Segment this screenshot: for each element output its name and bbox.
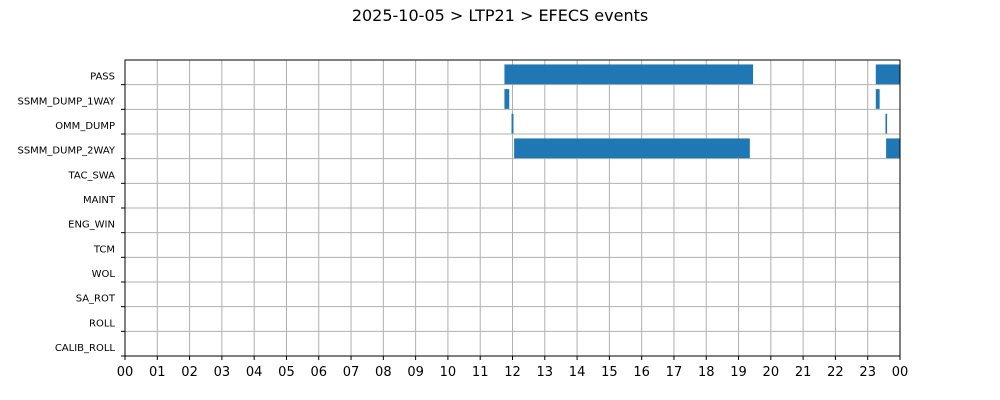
x-tick-label: 16 bbox=[633, 365, 650, 380]
event-bar bbox=[875, 64, 900, 85]
x-tick-label: 08 bbox=[375, 365, 392, 380]
event-bar bbox=[514, 138, 750, 159]
x-tick-label: 00 bbox=[892, 365, 909, 380]
x-tick-label: 18 bbox=[698, 365, 715, 380]
y-tick-label: ENG_WIN bbox=[68, 220, 115, 231]
y-tick-label: MAINT bbox=[83, 195, 116, 206]
x-tick-label: 23 bbox=[859, 365, 876, 380]
y-tick-label: SSMM_DUMP_2WAY bbox=[17, 146, 115, 157]
y-tick-label: WOL bbox=[92, 269, 116, 280]
x-axis: 00 01 02 03 04 05 06 07 08 09 10 11 12 13 14 15 16 17 18 19… bbox=[117, 356, 909, 380]
x-tick-label: 05 bbox=[278, 365, 295, 380]
y-tick-label: ROLL bbox=[89, 318, 115, 329]
x-tick-label: 20 bbox=[763, 365, 780, 380]
y-tick-label: CALIB_ROLL bbox=[55, 343, 116, 354]
event-bar bbox=[504, 64, 754, 85]
y-tick-label: TAC_SWA bbox=[67, 170, 115, 181]
x-tick-label: 07 bbox=[343, 365, 360, 380]
x-tick-label: 10 bbox=[440, 365, 457, 380]
x-tick-label: 09 bbox=[407, 365, 424, 380]
x-tick-label: 17 bbox=[666, 365, 683, 380]
x-tick-label: 06 bbox=[310, 365, 327, 380]
x-tick-label: 00 bbox=[117, 365, 134, 380]
x-tick-label: 12 bbox=[504, 365, 521, 380]
event-bar bbox=[885, 113, 888, 134]
y-tick-label: SSMM_DUMP_1WAY bbox=[17, 96, 115, 107]
event-bar bbox=[875, 89, 880, 109]
x-tick-label: 11 bbox=[472, 365, 489, 380]
x-tick-label: 01 bbox=[149, 365, 166, 380]
x-tick-label: 21 bbox=[795, 365, 812, 380]
x-tick-label: 15 bbox=[601, 365, 618, 380]
event-bar bbox=[886, 138, 900, 159]
x-tick-label: 13 bbox=[537, 365, 554, 380]
y-tick-label: SA_ROT bbox=[76, 294, 116, 305]
y-tick-label: OMM_DUMP bbox=[55, 121, 115, 132]
x-tick-label: 02 bbox=[181, 365, 198, 380]
y-tick-label: TCM bbox=[93, 244, 115, 255]
y-tick-label: PASS bbox=[90, 72, 115, 83]
x-tick-label: 03 bbox=[214, 365, 231, 380]
y-axis: PASS SSMM_DUMP_1WAY OMM_DUMP SSMM_DUMP_2WAY… bbox=[17, 72, 125, 357]
event-bar bbox=[504, 89, 510, 109]
x-tick-label: 14 bbox=[569, 365, 586, 380]
grid-layer bbox=[124, 60, 901, 356]
chart-title: 2025-10-05 > LTP21 > EFECS events bbox=[351, 6, 649, 25]
x-tick-label: 19 bbox=[730, 365, 747, 380]
bar-layer bbox=[504, 64, 900, 159]
event-bar bbox=[511, 113, 514, 134]
x-tick-label: 04 bbox=[246, 365, 263, 380]
x-tick-label: 22 bbox=[827, 365, 844, 380]
